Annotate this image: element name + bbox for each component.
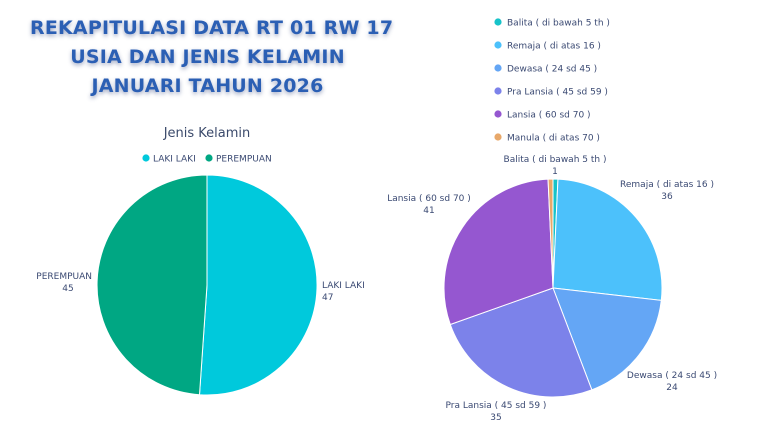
legend-label: Remaja ( di atas 16 ) (507, 42, 601, 52)
pie-slice-dewasa-24-sd-45 (552, 287, 662, 391)
legend-item-dewasa-24-sd-45: Dewasa ( 24 sd 45 ) (494, 64, 597, 75)
legend-item-laki-laki: LAKI LAKI (142, 154, 196, 165)
legend-item-pra-lansia-45-sd-59: Pra Lansia ( 45 sd 59 ) (494, 87, 608, 98)
legend-label: Pra Lansia ( 45 sd 59 ) (507, 88, 608, 98)
slice-label-dewasa-24-sd-45: Dewasa ( 24 sd 45 ) (627, 371, 717, 381)
pie-slice-perempuan (96, 174, 208, 396)
legend-label: LAKI LAKI (153, 155, 196, 165)
pie-slice-manula-di-atas-70 (547, 178, 554, 289)
slice-value-lansia-60-sd-70: 41 (423, 206, 434, 216)
title-line-3: JANUARI TAHUN 2026 (91, 75, 324, 97)
page-title: REKAPITULASI DATA RT 01 RW 17 USIA DAN J… (30, 14, 394, 101)
slice-value-balita-di-bawah-5-th: 1 (552, 167, 558, 177)
pie-slice-pra-lansia-45-sd-59 (449, 287, 593, 398)
slice-value-dewasa-24-sd-45: 24 (666, 383, 678, 393)
legend-item-perempuan: PEREMPUAN (205, 154, 272, 165)
slice-value-pra-lansia-45-sd-59: 35 (490, 413, 501, 423)
legend-swatch (494, 64, 502, 72)
legend-item-lansia-60-sd-70: Lansia ( 60 sd 70 ) (494, 110, 591, 121)
legend-swatch (205, 154, 213, 162)
legend-swatch (494, 110, 502, 118)
legend-label: Dewasa ( 24 sd 45 ) (507, 65, 597, 75)
age-pie-chart: Balita ( di bawah 5 th ) Remaja ( di atas… (387, 18, 717, 423)
legend-label: Lansia ( 60 sd 70 ) (507, 111, 591, 121)
title-line-2: USIA DAN JENIS KELAMIN (70, 46, 345, 68)
legend-label: Balita ( di bawah 5 th ) (507, 19, 610, 29)
slice-label-remaja-di-atas-16: Remaja ( di atas 16 ) (620, 180, 714, 190)
legend-swatch (142, 154, 150, 162)
slice-label-pra-lansia-45-sd-59: Pra Lansia ( 45 sd 59 ) (446, 401, 547, 411)
slice-label-balita-di-bawah-5-th: Balita ( di bawah 5 th ) (504, 155, 607, 165)
pie-slice-laki-laki (198, 174, 318, 396)
legend-item-manula-di-atas-70: Manula ( di atas 70 ) (494, 133, 600, 144)
pie-slice-lansia-60-sd-70 (443, 178, 554, 326)
slice-label-lansia-60-sd-70: Lansia ( 60 sd 70 ) (387, 194, 471, 204)
legend-label: PEREMPUAN (216, 155, 272, 165)
slice-value-remaja-di-atas-16: 36 (661, 192, 673, 202)
slice-label-perempuan: PEREMPUAN (36, 272, 92, 282)
legend-swatch (494, 41, 502, 49)
slice-label-laki-laki: LAKI LAKI (322, 281, 365, 291)
slice-value-perempuan: 45 (62, 284, 73, 294)
legend-swatch (494, 133, 502, 141)
title-line-1: REKAPITULASI DATA RT 01 RW 17 (30, 17, 394, 39)
pie-slice-remaja-di-atas-16 (552, 178, 663, 301)
slice-value-laki-laki: 47 (322, 293, 333, 303)
legend-item-remaja-di-atas-16: Remaja ( di atas 16 ) (494, 41, 601, 52)
legend-label: Manula ( di atas 70 ) (507, 134, 600, 144)
gender-chart-title: Jenis Kelamin (163, 126, 251, 141)
legend-swatch (494, 87, 502, 95)
gender-pie-chart: Jenis Kelamin LAKI LAKI PEREMPUAN LAKI LAKI… (36, 126, 365, 396)
legend-swatch (494, 18, 502, 26)
legend-item-balita-di-bawah-5-th: Balita ( di bawah 5 th ) (494, 18, 610, 29)
